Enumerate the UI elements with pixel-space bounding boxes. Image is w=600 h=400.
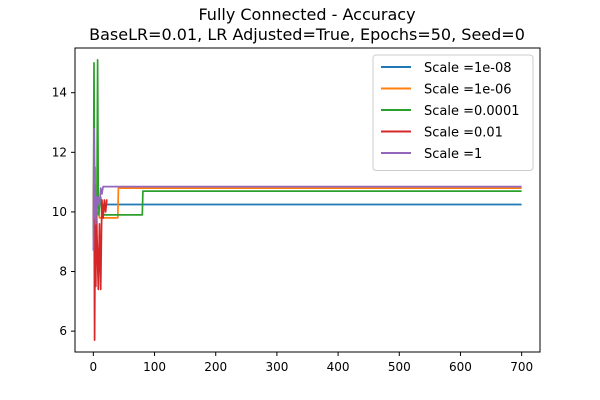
axes: 0 100 200 300 400 500 600 700 6 8 10 12 14	[52, 86, 533, 374]
x-tick-label: 0	[90, 360, 98, 374]
x-tick-label: 200	[204, 360, 227, 374]
chart-title: Fully Connected - Accuracy	[198, 5, 415, 24]
y-tick-label: 10	[52, 205, 67, 219]
chart-subtitle: BaseLR=0.01, LR Adjusted=True, Epochs=50…	[89, 25, 525, 44]
series-line-5	[92, 127, 522, 251]
y-tick-label: 12	[52, 145, 67, 159]
plot-frame	[74, 47, 541, 353]
legend: Scale =1e-08 Scale =1e-06 Scale =0.0001 Sca…	[372, 54, 534, 171]
legend-label-4: Scale =0.01	[424, 126, 503, 141]
legend-label-3: Scale =0.0001	[424, 104, 520, 119]
y-tick-label: 8	[59, 265, 67, 279]
legend-box	[372, 54, 534, 171]
y-tick-label: 6	[59, 324, 67, 338]
x-tick-label: 100	[143, 360, 166, 374]
x-tick-label: 400	[327, 360, 350, 374]
series-line-4	[92, 169, 108, 341]
legend-label-5: Scale =1	[424, 147, 482, 162]
legend-label-2: Scale =1e-06	[424, 83, 512, 98]
plot-area	[92, 59, 522, 341]
x-tick-label: 300	[265, 360, 288, 374]
x-tick-label: 500	[388, 360, 411, 374]
y-tick-label: 14	[52, 86, 67, 100]
legend-label-1: Scale =1e-08	[424, 61, 512, 76]
x-tick-label: 600	[449, 360, 472, 374]
x-tick-label: 700	[510, 360, 533, 374]
